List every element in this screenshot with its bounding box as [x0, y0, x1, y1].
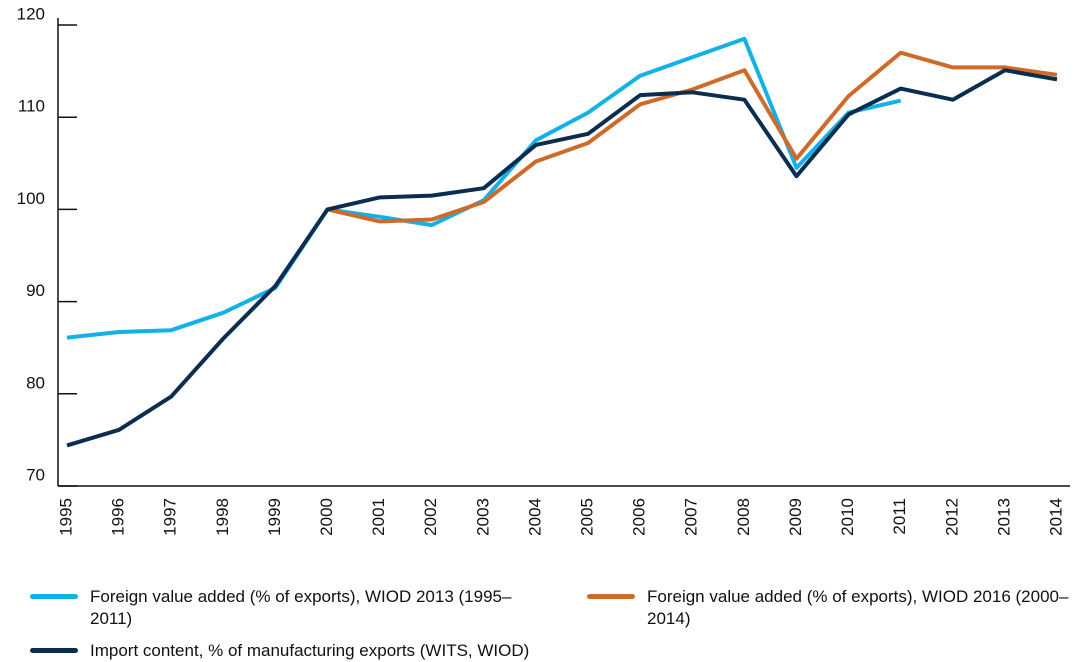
- x-tick-label: 2014: [1046, 498, 1065, 536]
- x-tick-label: 2010: [838, 498, 857, 536]
- x-tick-label: 1998: [213, 498, 232, 536]
- x-tick-label: 1999: [265, 498, 284, 536]
- legend-swatch: [30, 594, 78, 599]
- y-tick-label: 80: [26, 373, 45, 392]
- x-tick-label: 2013: [994, 498, 1013, 536]
- legend-item: Foreign value added (% of exports), WIOD…: [30, 586, 530, 630]
- chart: 70 80 90 100 110 120 1995 1996 1997 1998 1999 2000 2…: [17, 4, 1070, 536]
- x-tick-label: 2001: [369, 498, 388, 536]
- x-tick-label: 2007: [682, 498, 701, 536]
- x-tick-label: 1997: [161, 498, 180, 536]
- x-tick-label: 2006: [630, 498, 649, 536]
- y-tick-label: 100: [17, 189, 45, 208]
- legend-item: Import content, % of manufacturing expor…: [30, 640, 650, 662]
- y-tick-label: 120: [17, 4, 45, 23]
- x-tick-label: 1995: [56, 498, 75, 536]
- y-tick-label: 70: [26, 465, 45, 484]
- series-line: [66, 68, 1058, 448]
- x-tick-label: 2003: [473, 498, 492, 536]
- x-tick-label: 2002: [421, 498, 440, 536]
- x-tick-label: 2000: [317, 498, 336, 536]
- x-tick-label: 2004: [525, 498, 544, 536]
- legend-swatch: [587, 594, 635, 599]
- legend-label: Foreign value added (% of exports), WIOD…: [647, 587, 1069, 628]
- y-tick-label: 90: [26, 281, 45, 300]
- legend-swatch: [30, 648, 78, 653]
- legend-label: Import content, % of manufacturing expor…: [90, 641, 530, 660]
- x-tick-label: 2009: [786, 498, 805, 536]
- y-tick-label: 110: [18, 97, 45, 116]
- x-tick-label: 2012: [942, 498, 961, 536]
- legend-item: Foreign value added (% of exports), WIOD…: [587, 586, 1087, 630]
- x-tick-label: 2005: [578, 498, 597, 536]
- x-tick-label: 1996: [109, 498, 128, 536]
- legend-label: Foreign value added (% of exports), WIOD…: [90, 587, 512, 628]
- x-tick-label: 2008: [734, 498, 753, 536]
- x-tick-label: 2011: [890, 498, 909, 535]
- series-line: [327, 50, 1058, 224]
